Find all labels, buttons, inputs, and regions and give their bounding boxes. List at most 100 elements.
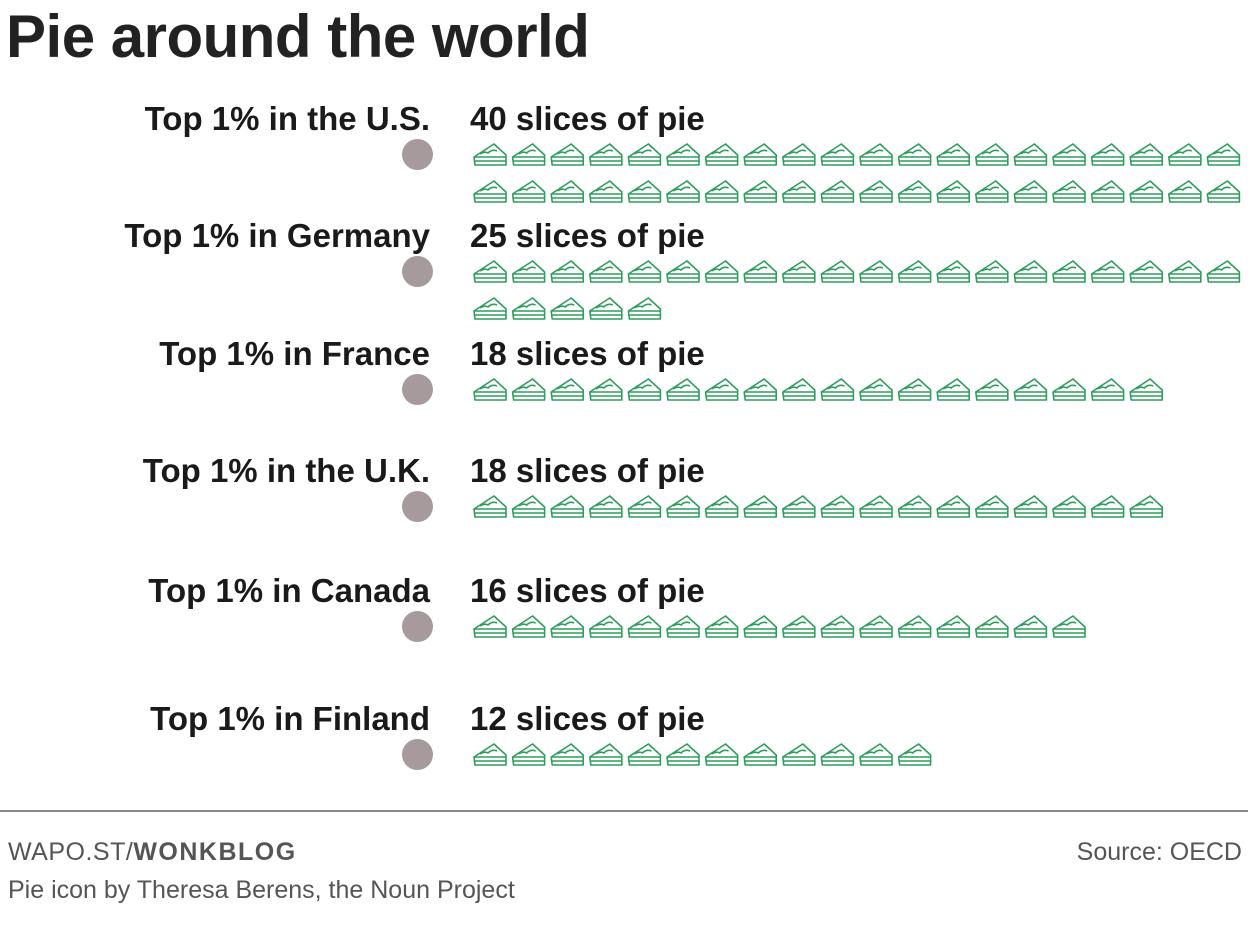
pie-slice-icon: [704, 260, 739, 283]
pie-slice-icon: [1206, 260, 1241, 283]
pie-slice-icon: [1167, 180, 1202, 203]
pie-slice-icon: [704, 495, 739, 518]
pie-slice-icon: [1052, 615, 1086, 638]
pie-slice-icon: [1052, 260, 1086, 283]
pie-slice-icon: [589, 495, 623, 518]
pie-slice-icon: [589, 260, 623, 283]
pie-slice-icon: [627, 378, 662, 401]
pie-slice-icon: [897, 495, 932, 518]
icon-credit: Pie icon by Theresa Berens, the Noun Pro…: [8, 876, 515, 904]
value-label: 12 slices of pie: [470, 700, 705, 737]
chart-row: Top 1% in France 18 slices of pie: [0, 335, 1248, 445]
pie-slice-icon: [589, 143, 623, 166]
pie-slice-icon: [859, 180, 893, 203]
pie-slice-icon: [589, 743, 623, 766]
pie-slices: [473, 615, 1086, 638]
pie-slice-icon: [897, 143, 932, 166]
row-marker-dot: [402, 611, 433, 642]
pie-slice-icon: [1052, 180, 1086, 203]
pie-slice-icon: [897, 180, 932, 203]
pie-slice-icon: [974, 143, 1009, 166]
category-label: Top 1% in the U.S.: [144, 100, 430, 137]
row-marker-dot: [402, 491, 433, 522]
pie-slice-icon: [550, 495, 584, 518]
pie-slice-icon: [974, 495, 1009, 518]
pie-slice-icon: [974, 378, 1009, 401]
row-marker-dot: [402, 739, 433, 770]
category-label: Top 1% in the U.K.: [142, 452, 430, 489]
pie-slice-icon: [511, 495, 546, 518]
pie-slice-icon: [550, 378, 584, 401]
pie-slice-icon: [473, 260, 507, 283]
pie-slice-icon: [1129, 143, 1164, 166]
pie-slice-icon: [743, 143, 778, 166]
pie-slice-icon: [859, 260, 893, 283]
pie-slice-icon: [666, 143, 700, 166]
pie-slice-icon: [627, 297, 662, 320]
pie-slice-icon: [473, 378, 507, 401]
pie-slice-icon: [511, 615, 546, 638]
pie-slice-icon: [473, 495, 507, 518]
pie-slice-icon: [936, 495, 971, 518]
pie-slice-icon: [936, 180, 971, 203]
pie-slice-icon: [473, 615, 507, 638]
pie-slices: [473, 143, 1241, 203]
pie-slice-icon: [473, 297, 507, 320]
pie-slice-icon: [589, 180, 623, 203]
pie-slice-icon: [936, 260, 971, 283]
pie-slice-icon: [897, 743, 932, 766]
pie-slice-icon: [820, 260, 855, 283]
pie-slice-icon: [974, 615, 1009, 638]
footer-divider: [0, 810, 1248, 812]
pie-slice-icon: [781, 260, 816, 283]
pie-slice-icon: [1090, 180, 1125, 203]
pie-slice-icon: [1013, 180, 1048, 203]
pie-slice-icon: [859, 743, 893, 766]
chart-row: Top 1% in Germany 25 slices of pie: [0, 217, 1248, 327]
value-label: 16 slices of pie: [470, 572, 705, 609]
pie-slice-icon: [666, 378, 700, 401]
category-label: Top 1% in Finland: [150, 700, 430, 737]
pie-slice-icon: [936, 615, 971, 638]
pie-slice-icon: [743, 180, 778, 203]
pie-slice-icon: [550, 180, 584, 203]
pie-slice-icon: [666, 615, 700, 638]
pie-slice-icon: [511, 297, 546, 320]
pie-slice-icon: [1129, 378, 1164, 401]
pie-slice-icon: [589, 615, 623, 638]
pie-slice-icon: [1090, 260, 1125, 283]
chart-row: Top 1% in the U.S. 40 slices of pie: [0, 100, 1248, 210]
category-label: Top 1% in France: [159, 335, 430, 372]
pie-slice-icon: [743, 615, 778, 638]
pie-slice-icon: [1090, 495, 1125, 518]
brand-link[interactable]: WAPO.ST/WONKBLOG: [8, 838, 297, 867]
category-label: Top 1% in Canada: [148, 572, 430, 609]
pie-slice-icon: [550, 143, 584, 166]
pie-slices: [473, 260, 1241, 320]
pie-slice-icon: [859, 143, 893, 166]
pie-slice-icon: [666, 495, 700, 518]
pie-slice-icon: [550, 743, 584, 766]
pie-slice-icon: [897, 615, 932, 638]
pie-slice-icon: [781, 615, 816, 638]
pie-slice-icon: [550, 615, 584, 638]
value-label: 25 slices of pie: [470, 217, 705, 254]
pie-slice-icon: [704, 743, 739, 766]
pie-slice-icon: [820, 615, 855, 638]
value-label: 40 slices of pie: [470, 100, 705, 137]
pie-slice-icon: [936, 143, 971, 166]
brand-name: WONKBLOG: [133, 838, 297, 866]
pie-slice-icon: [859, 378, 893, 401]
pie-slice-icon: [550, 260, 584, 283]
pie-slice-icon: [666, 260, 700, 283]
pie-slice-icon: [704, 615, 739, 638]
pie-slice-icon: [1090, 378, 1125, 401]
pie-slice-icon: [550, 297, 584, 320]
pie-slice-icon: [589, 378, 623, 401]
pie-slice-icon: [627, 743, 662, 766]
pie-slice-icon: [936, 378, 971, 401]
pie-slice-icon: [1167, 143, 1202, 166]
pie-slice-icon: [743, 495, 778, 518]
pie-slice-icon: [897, 260, 932, 283]
pie-slice-icon: [473, 743, 507, 766]
